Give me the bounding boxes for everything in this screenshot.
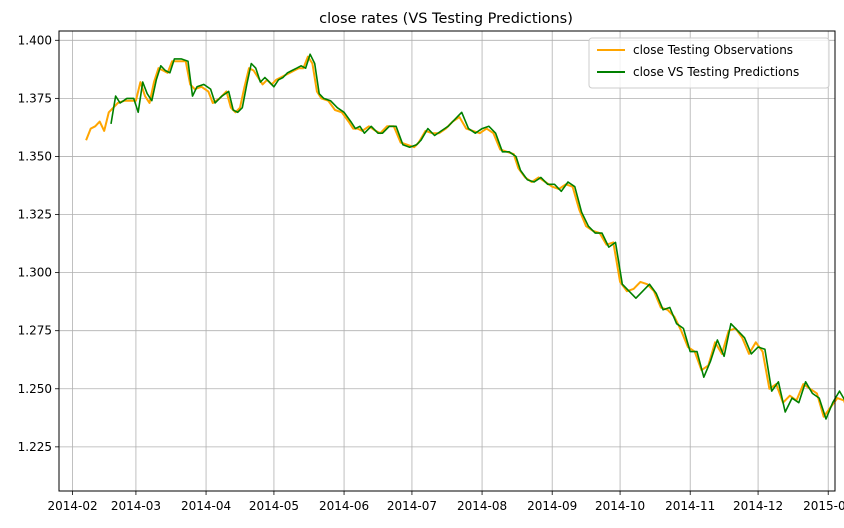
y-tick-label: 1.375 bbox=[18, 91, 52, 105]
y-tick-label: 1.250 bbox=[18, 382, 52, 396]
y-tick-label: 1.225 bbox=[18, 440, 52, 454]
y-tick-label: 1.350 bbox=[18, 149, 52, 163]
legend-box bbox=[588, 37, 830, 89]
x-tick-label: 2014-03 bbox=[111, 499, 161, 513]
chart-title: close rates (VS Testing Predictions) bbox=[319, 11, 573, 27]
x-tick-label: 2014-06 bbox=[319, 499, 369, 513]
series-lines bbox=[85, 53, 844, 420]
series-line-predictions bbox=[110, 53, 844, 420]
y-tick-label: 1.325 bbox=[18, 208, 52, 222]
x-tick-label: 2014-08 bbox=[457, 499, 507, 513]
legend-label-predictions: close VS Testing Predictions bbox=[633, 65, 799, 79]
y-tick-label: 1.275 bbox=[18, 324, 52, 338]
plot-frame bbox=[58, 30, 836, 492]
x-tick-label: 2014-10 bbox=[595, 499, 645, 513]
y-tick-label: 1.300 bbox=[18, 266, 52, 280]
x-tick-label: 2014-05 bbox=[249, 499, 299, 513]
x-tick-label: 2014-11 bbox=[665, 499, 715, 513]
x-axis: 2014-02 2014-03 2014-04 2014-05 2014-06 2014-… bbox=[48, 491, 844, 513]
y-tick-label: 1.400 bbox=[18, 33, 52, 47]
x-tick-label: 2014-12 bbox=[733, 499, 783, 513]
x-tick-label: 2014-02 bbox=[48, 499, 98, 513]
x-tick-label: 2014-09 bbox=[527, 499, 577, 513]
series-line-observations bbox=[85, 55, 844, 418]
legend: close Testing Observations close VS Test… bbox=[588, 37, 830, 89]
x-tick-label: 2015-01 bbox=[803, 499, 844, 513]
x-tick-label: 2014-04 bbox=[181, 499, 231, 513]
legend-label-observations: close Testing Observations bbox=[633, 43, 793, 57]
x-tick-label: 2014-07 bbox=[387, 499, 437, 513]
y-axis: 1.225 1.250 1.275 1.300 1.325 1.350 1.375 1.400 bbox=[18, 33, 59, 454]
